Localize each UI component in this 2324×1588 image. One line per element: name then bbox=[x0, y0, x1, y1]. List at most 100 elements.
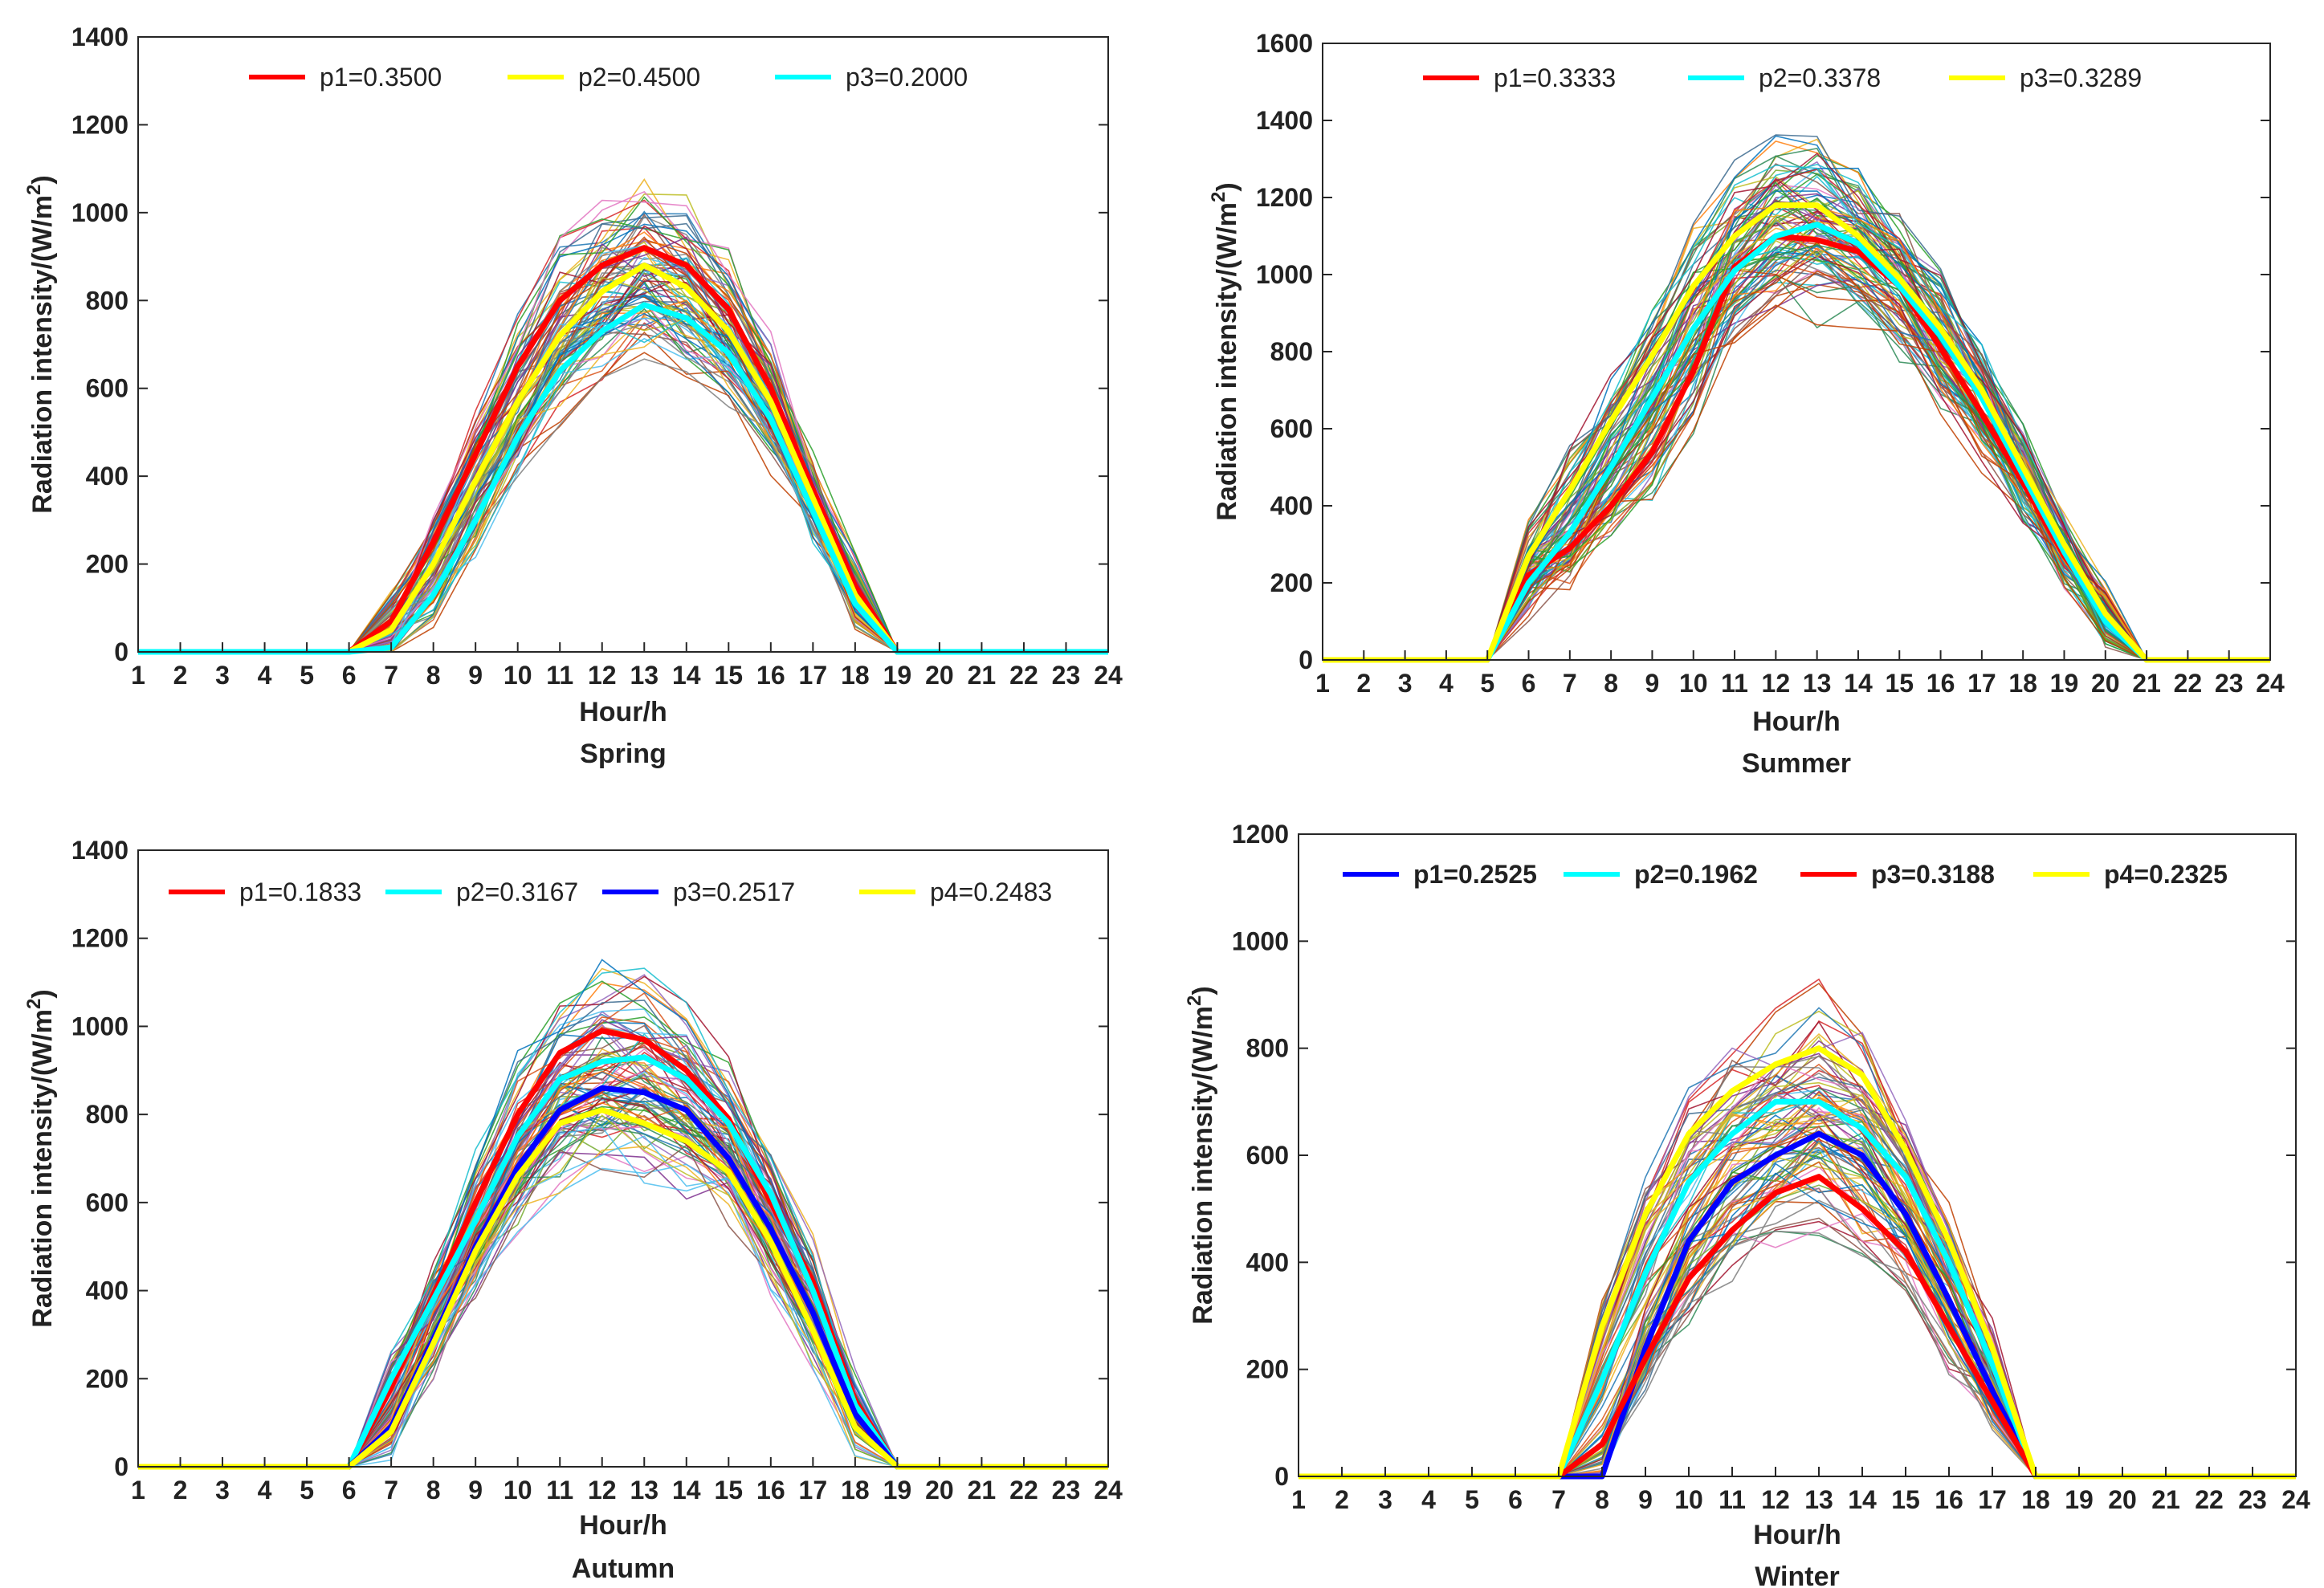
scenario-line bbox=[138, 226, 1108, 653]
x-tick-label: 21 bbox=[968, 661, 997, 690]
scenario-line bbox=[1299, 1230, 2296, 1477]
scenario-line bbox=[1323, 226, 2270, 661]
x-tick-label: 10 bbox=[504, 661, 532, 690]
scenario-line bbox=[1299, 1162, 2296, 1477]
x-tick-label: 6 bbox=[1522, 669, 1536, 698]
x-tick-label: 19 bbox=[883, 661, 912, 690]
autumn-x-axis-label: Hour/h bbox=[579, 1510, 667, 1541]
legend-entry-label: p3=0.2517 bbox=[673, 877, 795, 906]
x-tick-label: 9 bbox=[1638, 1485, 1653, 1514]
x-tick-label: 20 bbox=[925, 1476, 954, 1505]
scenario-line bbox=[1323, 243, 2270, 661]
scenario-line bbox=[1299, 1116, 2296, 1477]
summer-y-axis-label: Radiation intensity/(W/m2) bbox=[1208, 182, 1242, 520]
scenario-line bbox=[138, 304, 1108, 653]
x-tick-label: 3 bbox=[1398, 669, 1413, 698]
scenario-line bbox=[1299, 1199, 2296, 1477]
y-tick-label: 400 bbox=[86, 462, 128, 491]
x-tick-label: 14 bbox=[1844, 669, 1873, 698]
summer-series-line-p1 bbox=[1323, 233, 2270, 663]
scenario-line bbox=[138, 967, 1108, 1468]
scenario-line bbox=[138, 295, 1108, 653]
autumn-chart-panel: 0 200 400 600 800 1000 1200 1400 1 2 3 4 5 6 7 8 9 10 11 12… bbox=[0, 794, 1162, 1588]
legend-entry-label: p4=0.2483 bbox=[930, 877, 1052, 906]
scenario-line bbox=[1299, 1010, 2296, 1477]
x-tick-label: 14 bbox=[672, 661, 701, 690]
scenario-line bbox=[138, 1085, 1108, 1468]
scenario-line bbox=[138, 1122, 1108, 1468]
scenario-line bbox=[138, 274, 1108, 653]
scenario-line bbox=[1323, 250, 2270, 661]
scenario-line bbox=[138, 1163, 1108, 1468]
scenario-line bbox=[1323, 261, 2270, 661]
x-tick-label: 22 bbox=[1009, 1476, 1038, 1505]
scenario-line bbox=[138, 1135, 1108, 1468]
x-tick-label: 23 bbox=[2238, 1485, 2267, 1514]
legend-entry-label: p1=0.3333 bbox=[1494, 63, 1616, 92]
winter-chart-title: Winter bbox=[1755, 1562, 1839, 1588]
x-tick-label: 9 bbox=[468, 661, 483, 690]
scenario-line bbox=[138, 316, 1108, 653]
summer-scenario-lines bbox=[1323, 134, 2270, 661]
summer-chart-title: Summer bbox=[1742, 748, 1851, 779]
scenario-line bbox=[1323, 243, 2270, 661]
x-tick-label: 11 bbox=[1721, 669, 1748, 698]
scenario-line bbox=[1323, 252, 2270, 661]
scenario-line bbox=[1299, 1145, 2296, 1477]
scenario-line bbox=[138, 1105, 1108, 1468]
x-tick-label: 6 bbox=[342, 1476, 357, 1505]
x-tick-label: 5 bbox=[300, 1476, 314, 1505]
scenario-line bbox=[1323, 234, 2270, 661]
scenario-line bbox=[1299, 1048, 2296, 1477]
y-tick-label: 1000 bbox=[71, 1012, 128, 1040]
x-tick-label: 10 bbox=[1674, 1485, 1703, 1514]
scenario-line bbox=[138, 1122, 1108, 1468]
scenario-line bbox=[138, 1104, 1108, 1468]
scenario-line bbox=[1299, 1187, 2296, 1477]
scenario-line bbox=[1323, 222, 2270, 661]
autumn-axes-box bbox=[137, 849, 1109, 1468]
x-tick-label: 2 bbox=[1356, 669, 1371, 698]
scenario-line bbox=[138, 1058, 1108, 1468]
y-tick-label: 1000 bbox=[1256, 260, 1313, 289]
scenario-line bbox=[138, 307, 1108, 653]
scenario-line bbox=[1299, 1137, 2296, 1477]
scenario-line bbox=[138, 1019, 1108, 1468]
scenario-line bbox=[138, 305, 1108, 653]
scenario-line bbox=[138, 1114, 1108, 1468]
scenario-line bbox=[1323, 257, 2270, 661]
scenario-line bbox=[138, 293, 1108, 653]
y-tick-label: 1600 bbox=[1256, 29, 1313, 58]
scenario-line bbox=[1323, 134, 2270, 661]
x-tick-label: 5 bbox=[1480, 669, 1494, 698]
scenario-line bbox=[1323, 275, 2270, 661]
scenario-line bbox=[1299, 1062, 2296, 1477]
x-tick-label: 19 bbox=[883, 1476, 912, 1505]
scenario-line bbox=[1323, 234, 2270, 661]
x-tick-label: 22 bbox=[2195, 1485, 2224, 1514]
scenario-line bbox=[138, 1074, 1108, 1468]
scenario-line bbox=[1323, 256, 2270, 661]
scenario-line bbox=[138, 1097, 1108, 1468]
x-tick-label: 18 bbox=[2008, 669, 2037, 698]
x-tick-label: 2 bbox=[173, 1476, 188, 1505]
scenario-line bbox=[1323, 240, 2270, 661]
scenario-line bbox=[1323, 210, 2270, 661]
y-tick-label: 800 bbox=[86, 286, 128, 315]
spring-series-line-p3 bbox=[138, 302, 1108, 655]
scenario-line bbox=[1323, 269, 2270, 661]
y-tick-label: 1200 bbox=[71, 110, 128, 139]
x-tick-label: 7 bbox=[1551, 1485, 1566, 1514]
x-tick-label: 24 bbox=[1094, 661, 1123, 690]
y-tick-label: 200 bbox=[1246, 1355, 1289, 1384]
y-tick-label: 0 bbox=[1274, 1462, 1289, 1491]
scenario-line bbox=[138, 1000, 1108, 1468]
scenario-line bbox=[138, 193, 1108, 653]
y-tick-label: 1400 bbox=[71, 22, 128, 51]
y-tick-label: 800 bbox=[86, 1100, 128, 1129]
scenario-line bbox=[1323, 241, 2270, 661]
x-tick-label: 8 bbox=[426, 661, 441, 690]
x-tick-label: 4 bbox=[1439, 669, 1454, 698]
scenario-line bbox=[1299, 1106, 2296, 1477]
